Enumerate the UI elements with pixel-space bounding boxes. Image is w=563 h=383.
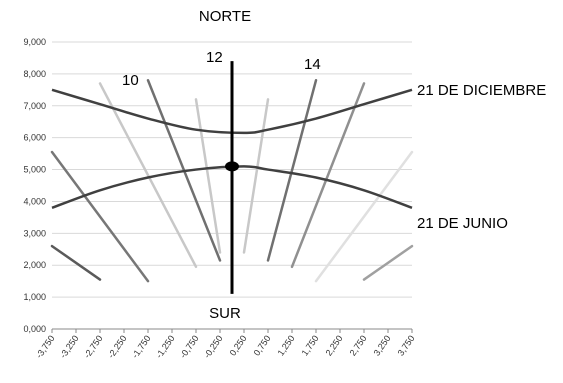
label-hour-14: 14 — [304, 56, 321, 73]
x-tick-label: -2,250 — [106, 333, 129, 360]
y-tick-label: 0,000 — [23, 324, 46, 334]
gnomon-dot — [225, 161, 239, 172]
gnomon — [225, 61, 239, 294]
label-december: 21 DE DICIEMBRE — [417, 82, 546, 99]
x-tick-label: 2,750 — [348, 333, 369, 357]
y-axis-tick-labels: 0,000 1,000 2,000 3,000 4,000 5,000 6,000 7,000… — [23, 37, 46, 334]
x-tick-label: 0,750 — [252, 333, 273, 357]
hour-line — [194, 98, 222, 254]
x-tick-label: -2,750 — [82, 333, 105, 360]
hour-line — [290, 82, 366, 269]
y-tick-label: 1,000 — [23, 292, 46, 302]
december-curve — [51, 88, 413, 135]
y-tick-label: 5,000 — [23, 165, 46, 175]
hour-line — [314, 150, 414, 283]
x-tick-label: -1,750 — [130, 333, 153, 360]
label-top: NORTE — [199, 8, 251, 25]
x-axis — [51, 328, 413, 333]
hour-line — [266, 79, 318, 262]
label-bottom: SUR — [209, 305, 241, 322]
x-tick-label: -0,250 — [202, 333, 225, 360]
y-tick-label: 9,000 — [23, 37, 46, 47]
hour-line — [362, 244, 414, 281]
x-axis-tick-labels: -3,750 -3,250 -2,750 -2,250 -1,750 -1,250 -0,7… — [34, 333, 417, 360]
hour-line — [98, 82, 198, 269]
y-tick-label: 7,000 — [23, 101, 46, 111]
x-tick-label: -3,250 — [58, 333, 81, 360]
label-hour-10: 10 — [122, 72, 139, 89]
x-tick-label: -1,250 — [154, 333, 177, 360]
x-tick-label: -0,750 — [178, 333, 201, 360]
x-tick-label: 1,250 — [276, 333, 297, 357]
x-tick-label: 3,250 — [372, 333, 393, 357]
x-tick-label: 0,250 — [228, 333, 249, 357]
y-tick-label: 8,000 — [23, 69, 46, 79]
x-tick-label: 1,750 — [300, 333, 321, 357]
x-tick-label: 3,750 — [396, 333, 417, 357]
y-tick-label: 2,000 — [23, 260, 46, 270]
y-tick-label: 6,000 — [23, 133, 46, 143]
label-june: 21 DE JUNIO — [417, 215, 508, 232]
x-tick-label: -3,750 — [34, 333, 57, 360]
label-hour-12: 12 — [206, 49, 223, 66]
hour-line — [242, 98, 270, 254]
hour-line — [50, 244, 102, 281]
y-tick-label: 4,000 — [23, 196, 46, 206]
x-tick-label: 2,250 — [324, 333, 345, 357]
hour-line — [50, 150, 150, 283]
y-tick-label: 3,000 — [23, 228, 46, 238]
june-curve — [51, 165, 413, 209]
date-curves — [51, 88, 413, 209]
